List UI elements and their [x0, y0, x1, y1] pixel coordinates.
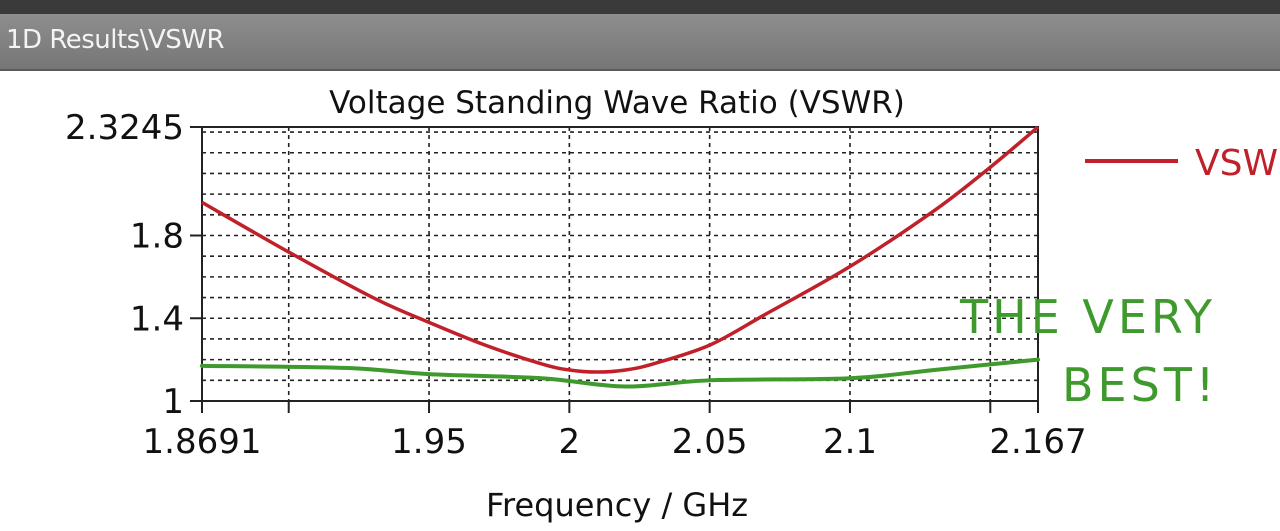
annotation-text-line1: THE VERY — [959, 290, 1216, 344]
grid-layer — [202, 127, 1038, 401]
y-tick-label: 1.4 — [130, 299, 184, 339]
series-layer — [201, 125, 1040, 374]
vswr-chart: Voltage Standing Wave Ratio (VSWR) 1.869… — [65, 85, 1280, 524]
x-tick-label: 2.167 — [989, 422, 1086, 462]
chart-title: Voltage Standing Wave Ratio (VSWR) — [329, 85, 905, 121]
legend: VSWR — [1085, 143, 1280, 184]
plot-frame — [201, 126, 1039, 402]
annotation-text-line2: BEST! — [1062, 358, 1218, 412]
x-tick-label: 1.95 — [391, 422, 467, 462]
y-tick-label: 1.8 — [130, 217, 184, 257]
plot-panel: Voltage Standing Wave Ratio (VSWR) 1.869… — [0, 71, 1280, 531]
annotation-underline — [200, 357, 1040, 389]
x-tick-label: 2 — [559, 422, 581, 462]
handwritten-annotation: THE VERY BEST! — [200, 290, 1218, 412]
legend-label-vswr: VSWR — [1195, 143, 1280, 184]
x-axis-title: Frequency / GHz — [486, 486, 748, 524]
panel-title-bar: 1D Results\VSWR — [0, 14, 1280, 71]
series-line-vswr — [201, 125, 1040, 374]
axis-ticks: 1.8691 1.95 2 2.05 2.1 2.167 1 1.4 1.8 2.3245 — [65, 108, 1087, 462]
x-tick-label: 2.05 — [672, 422, 748, 462]
y-tick-label: 1 — [162, 382, 184, 422]
x-tick-label: 2.1 — [823, 422, 877, 462]
x-tick-label: 1.8691 — [143, 422, 262, 462]
window-top-edge — [0, 0, 1280, 14]
y-tick-label: 2.3245 — [65, 108, 184, 148]
panel-title: 1D Results\VSWR — [6, 25, 225, 55]
